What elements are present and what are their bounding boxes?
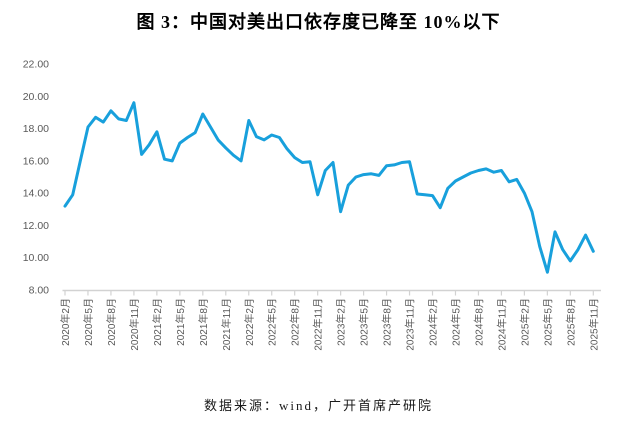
x-axis-tick-label: 2023年11月 <box>404 298 417 351</box>
x-axis-tick-label: 2020年5月 <box>82 298 95 346</box>
x-axis-tick-label: 2022年11月 <box>312 298 325 351</box>
x-axis-tick-label: 2025年5月 <box>541 298 554 346</box>
x-axis-tick-label: 2021年8月 <box>197 298 210 346</box>
x-axis-tick-label: 2022年2月 <box>243 298 256 346</box>
x-axis-tick-label: 2023年8月 <box>381 298 394 346</box>
x-axis-tick-label: 2024年2月 <box>427 298 440 346</box>
x-axis-tick-label: 2021年11月 <box>220 298 233 351</box>
y-axis-tick-label: 8.00 <box>29 285 50 297</box>
y-axis-tick-label: 10.00 <box>23 252 49 264</box>
y-axis-tick-label: 20.00 <box>23 91 49 103</box>
y-axis-tick-label: 16.00 <box>23 155 49 167</box>
x-axis-tick-label: 2021年2月 <box>151 298 164 346</box>
x-axis-tick-label: 2020年2月 <box>59 298 72 346</box>
x-axis-tick-label: 2024年11月 <box>495 298 508 351</box>
x-axis-tick-label: 2025年11月 <box>587 298 600 351</box>
series-line <box>63 101 595 274</box>
source-note: 数据来源：wind，广开首席产研院 <box>203 398 433 413</box>
y-axis-tick-label: 12.00 <box>23 220 49 232</box>
x-axis-tick-label: 2025年2月 <box>518 298 531 346</box>
x-axis-tick-label: 2022年8月 <box>289 298 302 346</box>
x-axis-tick-label: 2022年5月 <box>266 298 279 346</box>
y-axis-tick-label: 22.00 <box>23 59 49 71</box>
x-axis-tick-label: 2025年8月 <box>564 298 577 346</box>
y-axis-tick-label: 14.00 <box>23 188 49 200</box>
x-axis-tick-label: 2023年5月 <box>358 298 371 346</box>
y-axis-tick-label: 18.00 <box>23 123 49 135</box>
x-axis-tick-label: 2020年8月 <box>105 298 118 346</box>
x-axis-tick-label: 2020年11月 <box>128 298 141 351</box>
x-axis-tick-label: 2023年2月 <box>335 298 348 346</box>
x-axis-tick-label: 2024年5月 <box>449 298 462 346</box>
x-axis-tick-label: 2021年5月 <box>174 298 187 346</box>
chart-title: 图 3：中国对美出口依存度已降至 10%以下 <box>136 12 501 32</box>
x-axis-tick-label: 2024年8月 <box>472 298 485 346</box>
